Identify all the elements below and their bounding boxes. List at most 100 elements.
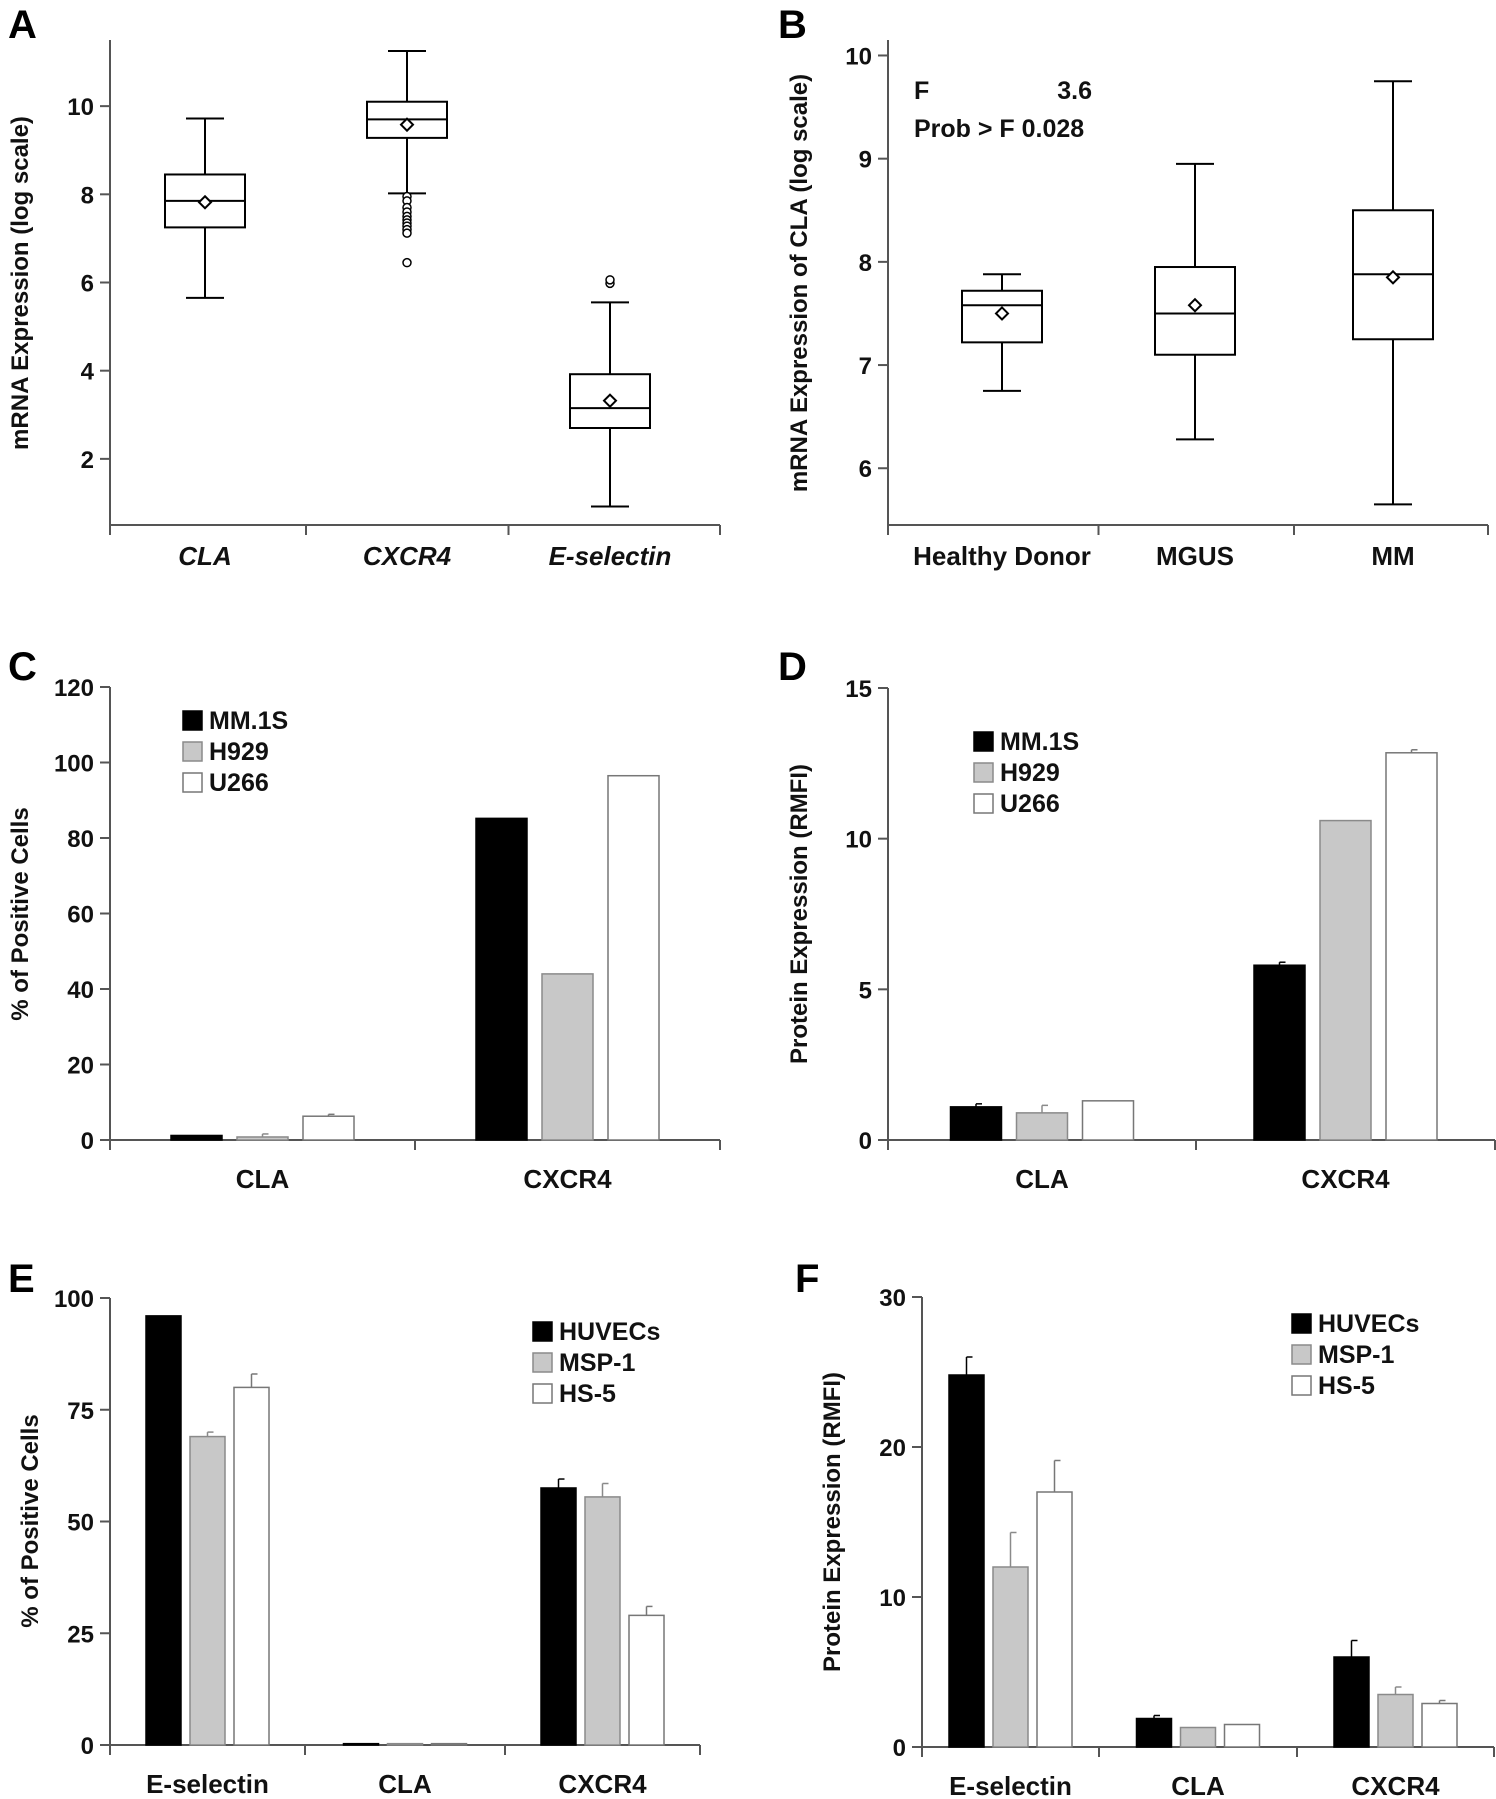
F-y-axis-title: Protein Expression (RMFI) xyxy=(819,1372,846,1672)
panel-A: A 2 4 6 8 10 mRNA Expression (log scale) CLA CXC… xyxy=(7,3,721,571)
legend-swatch xyxy=(973,762,994,783)
legend-swatch xyxy=(532,1383,553,1404)
D-bar-u266-cxcr4 xyxy=(1385,752,1438,1141)
F-bar-huvecs-e-selectin xyxy=(948,1374,985,1748)
A-box-2 xyxy=(569,275,651,508)
C-y-tick-label: 40 xyxy=(67,977,94,1004)
E-category-label: E-selectin xyxy=(146,1769,269,1799)
legend-label: MSP-1 xyxy=(1318,1341,1395,1369)
legend-swatch xyxy=(182,710,203,731)
B-y-tick-label: 10 xyxy=(845,43,872,70)
B-y-axis-title: mRNA Expression of CLA (log scale) xyxy=(786,74,813,492)
iqr-box xyxy=(1154,266,1236,356)
F-y-tick-label: 0 xyxy=(893,1735,906,1762)
F-bar-hs-5-cla xyxy=(1223,1723,1261,1748)
C-category-label: CLA xyxy=(236,1164,290,1194)
E-bar-hs-5-e-selectin xyxy=(233,1386,270,1746)
D-y-tick-label: 10 xyxy=(845,827,872,854)
C-y-tick-label: 100 xyxy=(54,751,94,778)
outlier-point xyxy=(402,228,412,238)
A-y-tick-label: 4 xyxy=(81,359,95,386)
F-bar-msp-1-cla xyxy=(1179,1726,1217,1748)
D-y-axis-title: Protein Expression (RMFI) xyxy=(786,764,813,1064)
E-bar-hs-5-cxcr4 xyxy=(628,1614,665,1746)
F-bar-msp-1-e-selectin xyxy=(992,1566,1029,1748)
F-y-tick-label: 20 xyxy=(879,1435,906,1462)
legend-swatch xyxy=(973,731,994,752)
E-y-tick-label: 25 xyxy=(67,1621,94,1648)
A-category-label: E-selectin xyxy=(549,541,672,571)
mean-marker xyxy=(399,117,415,133)
A-y-tick-label: 10 xyxy=(67,94,94,121)
C-category-label: CXCR4 xyxy=(523,1164,612,1194)
outlier-point xyxy=(605,275,615,285)
C-y-tick-label: 80 xyxy=(67,826,94,853)
C-legend: MM.1S H929 U266 xyxy=(182,707,288,797)
B-y-tick-label: 7 xyxy=(859,353,872,380)
B-box-1 xyxy=(1154,162,1236,441)
C-y-axis-title: % of Positive Cells xyxy=(7,807,34,1020)
C-bar-mm-1s-cla xyxy=(170,1134,223,1141)
F-bar-hs-5-e-selectin xyxy=(1036,1491,1073,1748)
B-y-tick-label: 6 xyxy=(859,456,872,483)
legend-swatch xyxy=(182,741,203,762)
legend-swatch xyxy=(1291,1375,1312,1396)
legend-label: H929 xyxy=(209,738,269,766)
B-category-label: MGUS xyxy=(1156,541,1234,571)
E-legend: HUVECs MSP-1 HS-5 xyxy=(532,1318,660,1408)
panel-D: D 0 5 10 15 Protein Expression (RMFI) CLA CXCR4… xyxy=(778,645,1496,1194)
f-stat-value: 3.6 xyxy=(1057,77,1092,105)
panel-letter-B: B xyxy=(778,3,807,47)
D-bar-h929-cxcr4 xyxy=(1319,819,1372,1141)
E-bar-huvecs-cla xyxy=(342,1742,380,1746)
E-bar-msp-1-e-selectin xyxy=(189,1435,226,1746)
legend-label: HUVECs xyxy=(559,1318,660,1346)
B-box-0 xyxy=(961,273,1043,392)
A-category-label: CLA xyxy=(178,541,231,571)
F-category-label: CLA xyxy=(1171,1771,1225,1799)
legend-swatch xyxy=(532,1321,553,1342)
F-y-tick-label: 30 xyxy=(879,1285,906,1312)
legend-label: H929 xyxy=(1000,759,1060,787)
E-bar-msp-1-cla xyxy=(386,1742,424,1746)
E-y-tick-label: 75 xyxy=(67,1398,94,1425)
F-y-tick-label: 10 xyxy=(879,1585,906,1612)
C-bar-h929-cxcr4 xyxy=(541,973,594,1141)
legend-swatch xyxy=(973,793,994,814)
legend-label: MM.1S xyxy=(209,707,288,735)
F-category-label: E-selectin xyxy=(949,1771,1072,1799)
D-category-label: CXCR4 xyxy=(1301,1164,1390,1194)
D-bar-h929-cla xyxy=(1015,1112,1069,1141)
mean-marker xyxy=(602,393,618,409)
C-bar-u266-cla xyxy=(302,1115,355,1141)
E-bar-huvecs-e-selectin xyxy=(145,1315,182,1746)
mean-marker xyxy=(1385,269,1401,285)
panel-letter-E: E xyxy=(8,1257,35,1301)
outlier-point xyxy=(402,257,412,268)
C-y-tick-label: 0 xyxy=(81,1128,94,1155)
legend-label: MSP-1 xyxy=(559,1349,636,1377)
E-y-tick-label: 100 xyxy=(54,1286,94,1313)
A-y-tick-label: 8 xyxy=(81,182,94,209)
B-category-label: Healthy Donor xyxy=(913,541,1091,571)
E-y-axis-title: % of Positive Cells xyxy=(17,1414,44,1627)
A-box-1 xyxy=(366,50,448,268)
D-bar-u266-cla xyxy=(1081,1100,1135,1141)
A-y-tick-label: 2 xyxy=(81,447,94,474)
D-bar-mm-1s-cla xyxy=(949,1106,1003,1141)
mean-marker xyxy=(1187,297,1203,313)
E-category-label: CLA xyxy=(378,1769,432,1799)
legend-swatch xyxy=(182,772,203,793)
E-bar-msp-1-cxcr4 xyxy=(584,1496,621,1746)
B-box-2 xyxy=(1352,80,1434,506)
C-bar-mm-1s-cxcr4 xyxy=(475,817,528,1141)
E-bar-huvecs-cxcr4 xyxy=(540,1487,577,1746)
E-y-tick-label: 50 xyxy=(67,1510,94,1537)
panel-C: C 0 20 40 60 80 100 120 % of Positive Cells CLA CX… xyxy=(7,645,721,1194)
f-stat-label: F xyxy=(914,77,929,105)
panel-letter-F: F xyxy=(795,1257,819,1301)
C-y-tick-label: 120 xyxy=(54,675,94,702)
A-y-tick-label: 6 xyxy=(81,271,94,298)
D-bar-mm-1s-cxcr4 xyxy=(1253,964,1306,1141)
A-category-label: CXCR4 xyxy=(363,541,452,571)
